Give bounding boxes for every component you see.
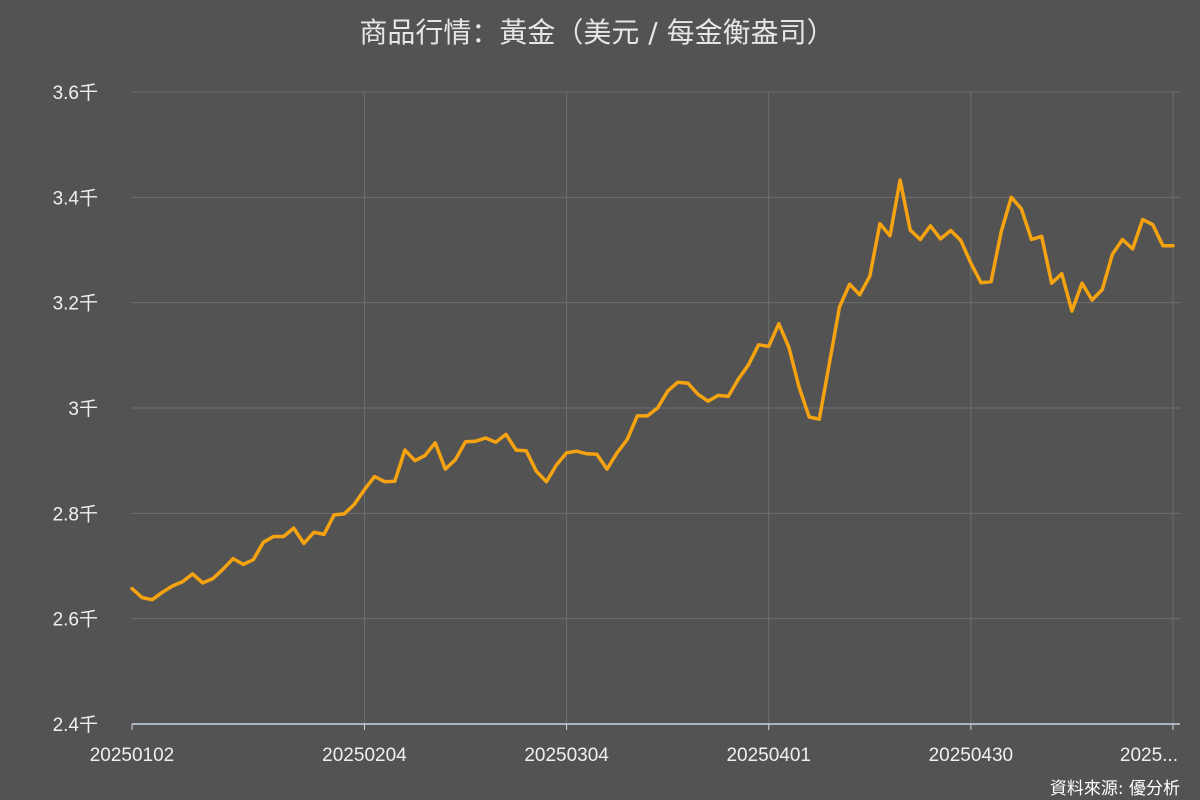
x-tick-label: 20250204: [322, 745, 407, 766]
x-tick-label: 20250102: [90, 745, 175, 766]
grid-layer: [132, 91, 1180, 725]
x-tick-label: 20250304: [524, 745, 609, 766]
y-tick-label: 3.4千: [53, 187, 98, 209]
gold-price-line: [130, 178, 1175, 602]
x-tick-label: 2025...: [1120, 745, 1178, 766]
label-layer: 2.4千 2.6千 2.8千 3千 3.2千 3.4千 3.6千 20250102 202502…: [53, 82, 1178, 766]
y-tick-label: 2.6千: [53, 609, 98, 631]
axis-layer: [131, 723, 1180, 730]
x-tick-label: 20250401: [726, 745, 811, 766]
y-tick-label: 3千: [68, 398, 98, 420]
y-tick-label: 2.4千: [53, 714, 98, 736]
y-tick-label: 3.6千: [53, 82, 98, 104]
x-tick-label: 20250430: [929, 745, 1014, 766]
series-layer: [130, 178, 1175, 602]
y-tick-label: 3.2千: [53, 293, 98, 315]
chart-title: 商品行情：黃金（美元 / 每金衡盎司）: [359, 16, 834, 49]
y-tick-label: 2.8千: [53, 503, 98, 525]
source-note: 資料來源: 優分析: [1050, 779, 1180, 799]
